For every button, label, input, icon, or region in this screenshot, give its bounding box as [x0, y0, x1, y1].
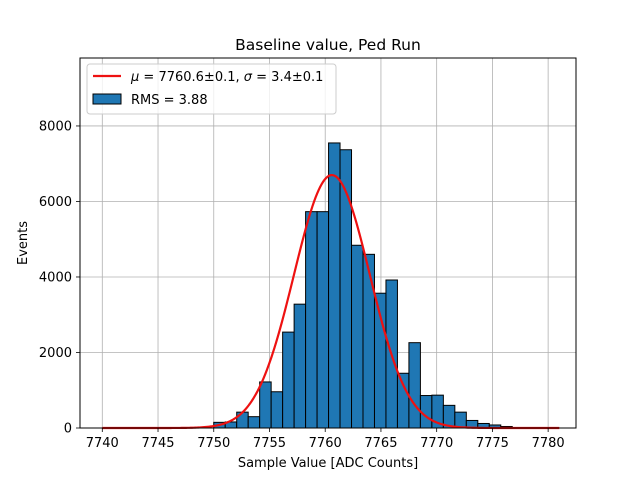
x-tick-label: 7775: [476, 436, 509, 451]
legend-sigma-value: 3.4±0.1: [271, 70, 323, 85]
histogram-bar: [408, 342, 421, 429]
histogram-bar: [305, 211, 318, 429]
x-tick-label: 7755: [253, 436, 286, 451]
y-tick-label: 8000: [39, 119, 72, 134]
x-tick-label: 7760: [309, 436, 342, 451]
y-axis-title: Events: [16, 221, 31, 265]
legend-sep: ,: [236, 70, 244, 85]
y-tick-label: 4000: [39, 270, 72, 285]
histogram-bar: [282, 331, 295, 429]
x-tick-label: 7750: [197, 436, 230, 451]
y-tick-label: 6000: [39, 195, 72, 210]
y-tick-label: 2000: [39, 346, 72, 361]
legend-box: [86, 63, 337, 115]
y-tick-label: 0: [64, 422, 72, 437]
histogram-bar: [247, 416, 261, 429]
histogram-bar: [316, 211, 330, 429]
histogram-bar: [362, 253, 375, 429]
histogram-bar: [328, 142, 341, 429]
histogram-bar: [396, 372, 410, 429]
x-axis-title: Sample Value [ADC Counts]: [238, 456, 418, 471]
x-tick-label: 7780: [532, 436, 565, 451]
chart-title: Baseline value, Ped Run: [235, 36, 421, 54]
x-tick-label: 7745: [141, 436, 174, 451]
histogram-bar: [351, 244, 364, 429]
legend-sigma-prefix: σ =: [244, 70, 271, 85]
legend-hist-patch: [92, 93, 122, 105]
plot-frame: [79, 57, 577, 429]
histogram-bar: [293, 303, 307, 429]
legend-hist-label: RMS = 3.88: [131, 93, 208, 108]
legend-mu-value: 7760.6±0.1: [158, 70, 235, 85]
histogram-bar: [259, 381, 272, 429]
histogram-bar: [454, 411, 467, 429]
legend-fit-label: μ = 7760.6±0.1, σ = 3.4±0.1: [130, 70, 323, 85]
y-axis-ticks: 0 2000 4000 6000 8000: [39, 119, 80, 437]
x-tick-label: 7765: [364, 436, 397, 451]
x-axis-ticks: 7740 7745 7750 7755 7760 7765 7770 7775 7780: [86, 428, 565, 451]
x-tick-label: 7740: [86, 436, 119, 451]
legend: μ = 7760.6±0.1, σ = 3.4±0.1 RMS = 3.88: [86, 63, 337, 115]
x-tick-label: 7770: [420, 436, 453, 451]
legend-mu-prefix: μ =: [130, 70, 158, 85]
histogram-bar: [270, 391, 284, 429]
